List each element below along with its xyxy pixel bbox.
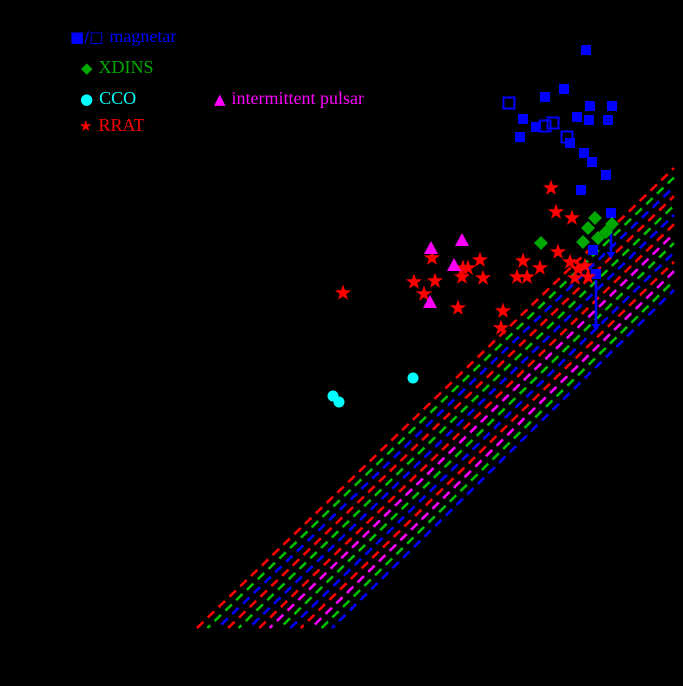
xdins-diamond-icon: ◆ bbox=[81, 59, 93, 77]
rrat-marker bbox=[547, 203, 565, 219]
death-line bbox=[237, 204, 675, 629]
magnetar-marker bbox=[584, 115, 594, 125]
rrat-marker bbox=[518, 268, 536, 284]
magnetar-marker bbox=[540, 92, 550, 102]
legend-item-intermittent-pulsar: ▲ intermittent pulsar bbox=[214, 89, 364, 108]
intermittent-pulsar-marker bbox=[447, 258, 461, 271]
xdins-marker bbox=[588, 211, 602, 225]
rrat-marker bbox=[459, 259, 477, 275]
rrat-marker bbox=[542, 179, 560, 195]
magnetar-marker bbox=[572, 112, 582, 122]
cco-marker bbox=[333, 396, 345, 408]
rrat-marker bbox=[563, 209, 581, 225]
legend-item-xdins: ◆ XDINS bbox=[81, 58, 154, 77]
rrat-marker bbox=[566, 269, 584, 285]
rrat-marker bbox=[508, 268, 526, 284]
magnetar-marker bbox=[607, 101, 617, 111]
upper-limit-arrowhead bbox=[606, 252, 616, 259]
death-line bbox=[258, 223, 675, 629]
rrat-marker bbox=[471, 251, 489, 267]
cco-circle-icon: ● bbox=[80, 90, 94, 108]
magnetar-marker bbox=[591, 269, 601, 279]
rrat-marker bbox=[549, 243, 567, 259]
magnetar-marker bbox=[601, 170, 611, 180]
legend-item-cco: ● CCO bbox=[80, 89, 136, 108]
intermittent-pulsar-marker bbox=[455, 233, 469, 246]
magnetar-marker bbox=[606, 208, 616, 218]
death-line bbox=[289, 251, 675, 629]
magnetar-marker bbox=[585, 101, 595, 111]
rrat-marker bbox=[453, 268, 471, 284]
death-line bbox=[216, 185, 675, 629]
xdins-marker bbox=[534, 236, 548, 250]
magnetar-marker bbox=[518, 114, 528, 124]
legend-label-rrat: RRAT bbox=[98, 115, 145, 135]
death-line bbox=[196, 167, 675, 629]
intermittent-pulsar-marker bbox=[424, 241, 438, 254]
magnetar-marker bbox=[576, 185, 586, 195]
magnetar-marker bbox=[515, 132, 525, 142]
magnetar-marker bbox=[559, 84, 569, 94]
rrat-marker bbox=[576, 257, 594, 273]
rrat-marker bbox=[531, 259, 549, 275]
rrat-marker bbox=[426, 272, 444, 288]
magnetar-marker bbox=[587, 157, 597, 167]
rrat-marker bbox=[494, 302, 512, 318]
rrat-marker bbox=[569, 260, 587, 276]
legend-item-magnetar: ■/□ magnetar bbox=[70, 27, 176, 46]
death-line bbox=[310, 270, 675, 629]
death-line bbox=[279, 242, 675, 629]
intermittent-pulsar-triangle-icon: ▲ bbox=[214, 90, 226, 108]
rrat-marker bbox=[514, 252, 532, 268]
magnetar-marker bbox=[603, 115, 613, 125]
magnetar-marker bbox=[588, 245, 598, 255]
xdins-marker bbox=[576, 235, 590, 249]
legend-item-rrat: ★ RRAT bbox=[79, 116, 144, 135]
xdins-marker bbox=[581, 221, 595, 235]
xdins-marker bbox=[605, 217, 619, 231]
death-line bbox=[299, 260, 675, 629]
rrat-marker bbox=[579, 268, 597, 284]
cco-marker bbox=[407, 372, 419, 384]
rrat-marker bbox=[334, 284, 352, 300]
legend-label-intermittent-pulsar: intermittent pulsar bbox=[231, 88, 365, 108]
death-line bbox=[248, 213, 675, 629]
legend-label-cco: CCO bbox=[99, 88, 137, 108]
death-line bbox=[206, 176, 675, 629]
rrat-marker bbox=[492, 319, 510, 335]
death-line bbox=[268, 232, 675, 629]
death-line bbox=[331, 289, 675, 629]
magnetar-marker bbox=[560, 130, 574, 144]
rrat-marker bbox=[423, 249, 441, 265]
death-line bbox=[227, 195, 675, 629]
magnetar-marker bbox=[502, 96, 516, 110]
magnetar-marker bbox=[538, 119, 552, 133]
legend-label-xdins: XDINS bbox=[98, 57, 154, 77]
upper-limit-arrowhead bbox=[591, 324, 601, 331]
rrat-marker bbox=[561, 253, 579, 269]
rrat-marker bbox=[474, 269, 492, 285]
magnetar-marker bbox=[546, 116, 560, 130]
magnetar-square-icon: ■/□ bbox=[70, 28, 104, 46]
intermittent-pulsar-marker bbox=[423, 295, 437, 308]
death-line bbox=[320, 279, 675, 629]
magnetar-marker bbox=[579, 148, 589, 158]
rrat-star-icon: ★ bbox=[79, 117, 93, 135]
legend-label-magnetar: magnetar bbox=[109, 26, 177, 46]
rrat-marker bbox=[449, 299, 467, 315]
rrat-marker bbox=[415, 285, 433, 301]
magnetar-marker bbox=[581, 45, 591, 55]
rrat-marker bbox=[405, 273, 423, 289]
magnetar-marker bbox=[531, 122, 541, 132]
